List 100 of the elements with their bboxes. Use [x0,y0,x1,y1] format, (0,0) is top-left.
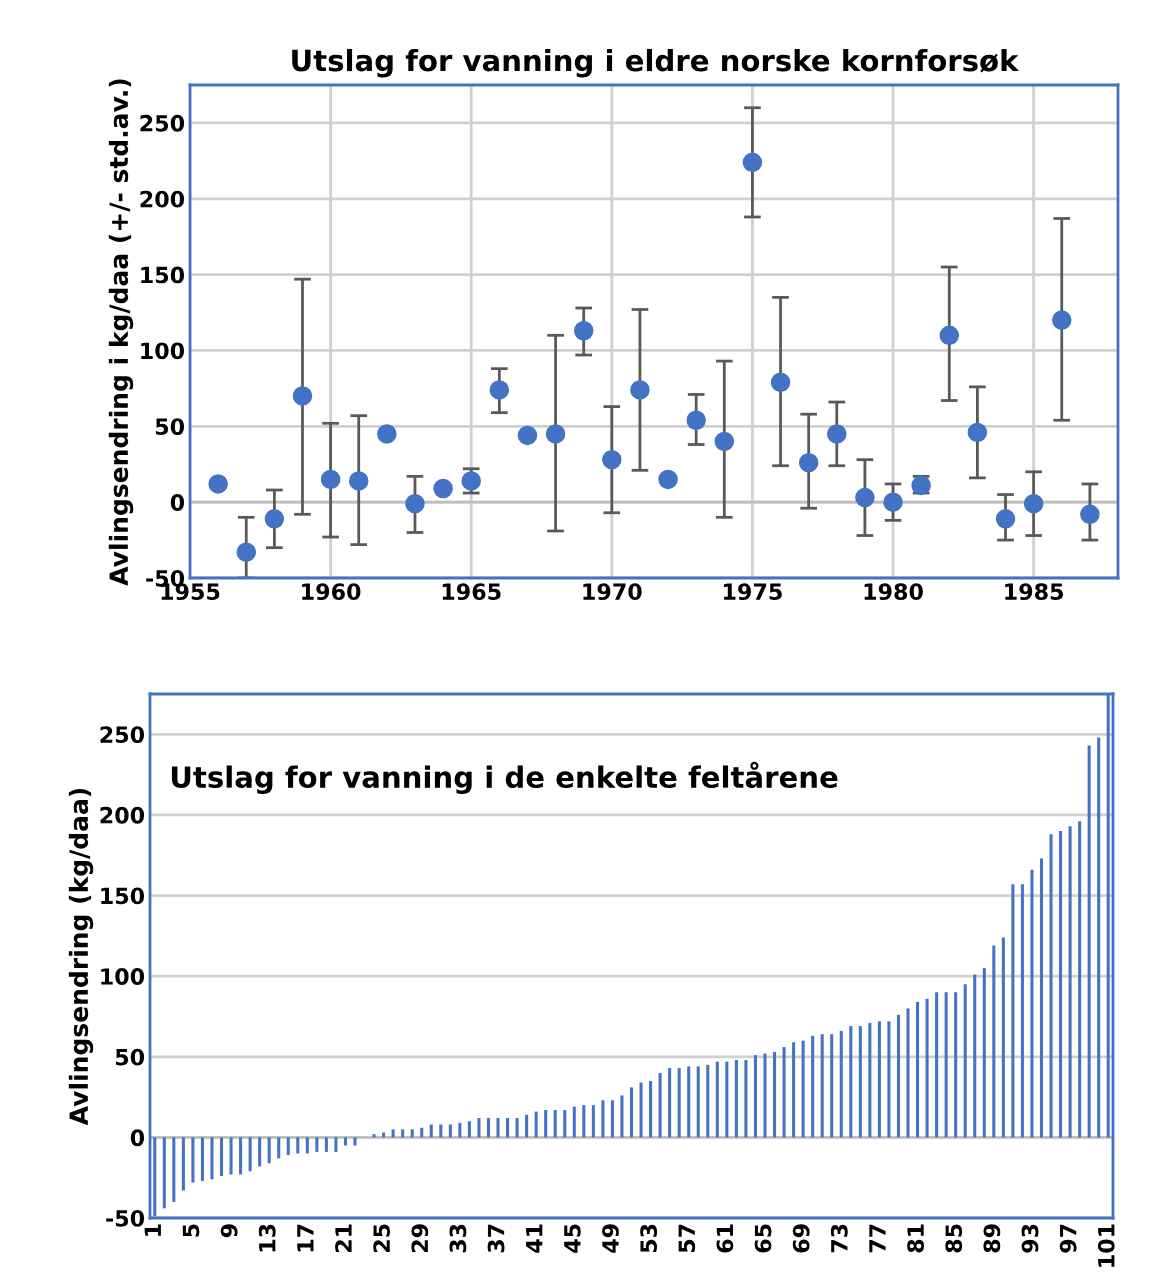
bar [506,1118,510,1138]
bar [925,998,929,1138]
point [770,372,791,393]
x-tick-label: 5 [182,1224,200,1237]
bar [935,992,939,1138]
bar [458,1122,462,1138]
bar [858,1026,862,1138]
bar [896,1014,900,1138]
bar [1087,745,1091,1138]
x-tick-label: 1980 [864,583,923,601]
point [602,449,622,470]
bar [734,1059,738,1138]
x-tick-label: 21 [335,1224,352,1253]
bar [582,1105,586,1138]
bar [744,1059,748,1138]
x-tick-label: 93 [1021,1224,1039,1253]
y-axis-title: Avlingsendring (kg/daa) [68,788,94,1126]
bar [420,1127,424,1138]
x-tick-label: 49 [602,1224,619,1253]
bar [687,1066,691,1138]
point [264,509,285,529]
x-tick-label: 25 [373,1224,391,1253]
x-tick-label: 73 [830,1224,848,1253]
point [320,469,341,490]
x-tick-label: 85 [945,1224,963,1253]
x-tick-label: 9 [220,1224,238,1238]
bar [525,1114,529,1138]
bar [715,1061,719,1138]
bar [620,1095,624,1138]
point [208,474,228,494]
x-tick-label: 97 [1059,1224,1077,1253]
point [1080,504,1100,525]
bar [706,1064,710,1138]
bar [1001,937,1005,1138]
y-tick-label: 100 [101,968,145,985]
bar [973,974,977,1138]
bar [534,1111,538,1138]
x-tick-label: 1975 [724,583,782,601]
point [377,424,397,444]
point [405,493,425,514]
bar [296,1137,300,1154]
bar [372,1134,376,1138]
bar [563,1109,567,1138]
y-tick-label: 250 [140,114,185,132]
bar [401,1129,405,1138]
bar [258,1137,262,1167]
bar [305,1137,309,1154]
bar [839,1030,843,1138]
y-tick-label: 0 [130,1129,145,1147]
bar [239,1137,243,1175]
x-tick-label: 29 [411,1224,429,1253]
bar [649,1080,653,1138]
bar [515,1118,519,1138]
bar [429,1124,433,1138]
y-tick-label: -50 [106,1209,145,1227]
point [1023,493,1044,514]
bar [1078,821,1082,1138]
bar [486,1118,491,1138]
bar [162,1137,166,1209]
bar [248,1137,252,1172]
x-tick-label: 1985 [1005,583,1064,601]
bar [210,1137,214,1180]
point [742,152,763,173]
y-axis-title: Avlingsendring i kg/daa (+/- std.av.) [108,79,134,586]
bar [277,1137,281,1159]
x-tick-label: 81 [907,1224,924,1253]
bar [906,1008,910,1138]
point [883,492,903,512]
bar [553,1109,557,1138]
bar [1039,858,1044,1138]
bar [439,1124,443,1138]
bar [1068,826,1072,1138]
point [236,542,256,562]
y-tick-label: 100 [141,342,185,360]
bar [496,1118,500,1138]
bar [315,1137,319,1152]
bar [725,1061,729,1138]
x-tick-label: 101 [1097,1224,1115,1267]
bar [334,1137,338,1152]
y-tick-label: 50 [155,418,185,436]
bar [286,1137,290,1156]
bar [849,1026,853,1138]
point [658,469,678,490]
bar [1011,884,1015,1138]
text: Utslag for vanning i de enkelte feltårene [171,761,838,794]
bar [1097,737,1101,1138]
y-tick-label: 200 [100,806,145,824]
bar [629,1087,634,1138]
bar [982,968,986,1138]
x-tick-label: 89 [983,1224,1001,1253]
point [939,325,960,346]
x-tick-label: 13 [258,1224,276,1252]
bar [963,984,967,1138]
bar [658,1072,662,1138]
x-tick-label: 37 [487,1224,505,1253]
bar [467,1121,471,1138]
x-tick-label: 61 [716,1224,734,1253]
x-tick-label: 17 [297,1224,314,1252]
bar [181,1137,185,1191]
point [1052,310,1072,330]
